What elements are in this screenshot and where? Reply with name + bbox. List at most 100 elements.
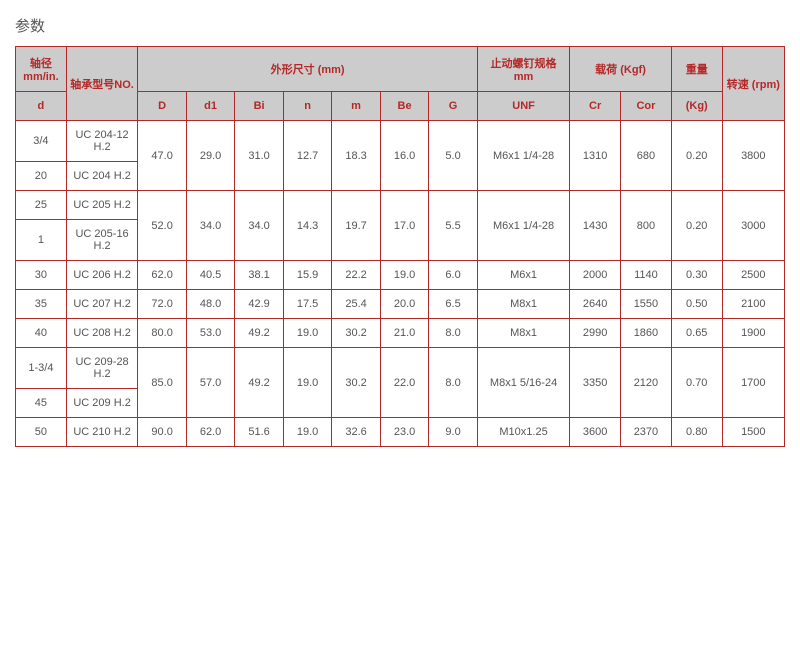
cell-d1: 29.0 xyxy=(186,121,234,191)
cell-Be: 16.0 xyxy=(380,121,428,191)
cell-n: 19.0 xyxy=(283,319,331,348)
cell-cor: 1140 xyxy=(621,261,672,290)
hdr-bearing-no: 轴承型号NO. xyxy=(66,47,138,121)
hdr-cr: Cr xyxy=(570,92,621,121)
cell-kg: 0.70 xyxy=(671,348,722,418)
cell-D: 47.0 xyxy=(138,121,186,191)
cell-no: UC 208 H.2 xyxy=(66,319,138,348)
cell-rpm: 2500 xyxy=(722,261,784,290)
cell-Bi: 42.9 xyxy=(235,290,283,319)
cell-n: 14.3 xyxy=(283,191,331,261)
cell-cor: 680 xyxy=(621,121,672,191)
cell-G: 9.0 xyxy=(429,418,478,447)
table-row: 1-3/4 UC 209-28 H.2 85.0 57.0 49.2 19.0 … xyxy=(16,348,785,389)
table-row: 35 UC 207 H.2 72.0 48.0 42.9 17.5 25.4 2… xyxy=(16,290,785,319)
cell-G: 6.0 xyxy=(429,261,478,290)
table-header: 轴径 mm/in. 轴承型号NO. 外形尺寸 (mm) 止动螺钉规格 mm 载荷… xyxy=(16,47,785,121)
cell-unf: M10x1.25 xyxy=(477,418,569,447)
hdr-set-screw: 止动螺钉规格 mm xyxy=(477,47,569,92)
hdr-cor: Cor xyxy=(621,92,672,121)
hdr-weight: 重量 xyxy=(671,47,722,92)
cell-unf: M6x1 1/4-28 xyxy=(477,191,569,261)
cell-d: 30 xyxy=(16,261,67,290)
hdr-dimensions: 外形尺寸 (mm) xyxy=(138,47,478,92)
cell-n: 12.7 xyxy=(283,121,331,191)
cell-kg: 0.20 xyxy=(671,191,722,261)
cell-Bi: 49.2 xyxy=(235,348,283,418)
hdr-d1: d1 xyxy=(186,92,234,121)
cell-d: 35 xyxy=(16,290,67,319)
cell-cr: 1310 xyxy=(570,121,621,191)
cell-G: 8.0 xyxy=(429,319,478,348)
cell-cr: 3350 xyxy=(570,348,621,418)
cell-n: 19.0 xyxy=(283,348,331,418)
cell-kg: 0.20 xyxy=(671,121,722,191)
cell-m: 25.4 xyxy=(332,290,380,319)
cell-G: 5.0 xyxy=(429,121,478,191)
page-title: 参数 xyxy=(15,15,785,36)
cell-D: 80.0 xyxy=(138,319,186,348)
cell-Be: 21.0 xyxy=(380,319,428,348)
hdr-load: 载荷 (Kgf) xyxy=(570,47,672,92)
cell-no: UC 210 H.2 xyxy=(66,418,138,447)
cell-d1: 48.0 xyxy=(186,290,234,319)
cell-unf: M6x1 xyxy=(477,261,569,290)
cell-rpm: 3800 xyxy=(722,121,784,191)
table-row: 50 UC 210 H.2 90.0 62.0 51.6 19.0 32.6 2… xyxy=(16,418,785,447)
cell-rpm: 1700 xyxy=(722,348,784,418)
cell-Be: 20.0 xyxy=(380,290,428,319)
cell-d: 20 xyxy=(16,162,67,191)
cell-rpm: 2100 xyxy=(722,290,784,319)
cell-d: 3/4 xyxy=(16,121,67,162)
cell-n: 15.9 xyxy=(283,261,331,290)
cell-Bi: 38.1 xyxy=(235,261,283,290)
table-body: 3/4 UC 204-12 H.2 47.0 29.0 31.0 12.7 18… xyxy=(16,121,785,447)
cell-no: UC 206 H.2 xyxy=(66,261,138,290)
cell-n: 19.0 xyxy=(283,418,331,447)
cell-D: 90.0 xyxy=(138,418,186,447)
cell-Bi: 34.0 xyxy=(235,191,283,261)
cell-cor: 1860 xyxy=(621,319,672,348)
spec-table: 轴径 mm/in. 轴承型号NO. 外形尺寸 (mm) 止动螺钉规格 mm 载荷… xyxy=(15,46,785,447)
cell-Bi: 49.2 xyxy=(235,319,283,348)
hdr-unf: UNF xyxy=(477,92,569,121)
cell-unf: M6x1 1/4-28 xyxy=(477,121,569,191)
cell-Be: 19.0 xyxy=(380,261,428,290)
cell-rpm: 1500 xyxy=(722,418,784,447)
cell-cr: 2000 xyxy=(570,261,621,290)
hdr-n: n xyxy=(283,92,331,121)
cell-kg: 0.65 xyxy=(671,319,722,348)
hdr-diameter: 轴径 mm/in. xyxy=(16,47,67,92)
cell-no: UC 204-12 H.2 xyxy=(66,121,138,162)
cell-G: 5.5 xyxy=(429,191,478,261)
cell-m: 32.6 xyxy=(332,418,380,447)
cell-d1: 34.0 xyxy=(186,191,234,261)
cell-m: 22.2 xyxy=(332,261,380,290)
hdr-speed: 转速 (rpm) xyxy=(722,47,784,121)
cell-d1: 57.0 xyxy=(186,348,234,418)
cell-no: UC 205 H.2 xyxy=(66,191,138,220)
cell-cr: 2990 xyxy=(570,319,621,348)
cell-d1: 62.0 xyxy=(186,418,234,447)
cell-d1: 40.5 xyxy=(186,261,234,290)
hdr-kg: (Kg) xyxy=(671,92,722,121)
cell-unf: M8x1 xyxy=(477,290,569,319)
cell-m: 18.3 xyxy=(332,121,380,191)
cell-Be: 23.0 xyxy=(380,418,428,447)
cell-m: 30.2 xyxy=(332,348,380,418)
hdr-G: G xyxy=(429,92,478,121)
cell-kg: 0.30 xyxy=(671,261,722,290)
cell-unf: M8x1 5/16-24 xyxy=(477,348,569,418)
cell-d: 1 xyxy=(16,220,67,261)
cell-d: 40 xyxy=(16,319,67,348)
table-row: 25 UC 205 H.2 52.0 34.0 34.0 14.3 19.7 1… xyxy=(16,191,785,220)
cell-Bi: 31.0 xyxy=(235,121,283,191)
cell-D: 85.0 xyxy=(138,348,186,418)
cell-m: 19.7 xyxy=(332,191,380,261)
hdr-Be: Be xyxy=(380,92,428,121)
cell-unf: M8x1 xyxy=(477,319,569,348)
cell-G: 6.5 xyxy=(429,290,478,319)
cell-Be: 22.0 xyxy=(380,348,428,418)
cell-d: 1-3/4 xyxy=(16,348,67,389)
cell-d1: 53.0 xyxy=(186,319,234,348)
